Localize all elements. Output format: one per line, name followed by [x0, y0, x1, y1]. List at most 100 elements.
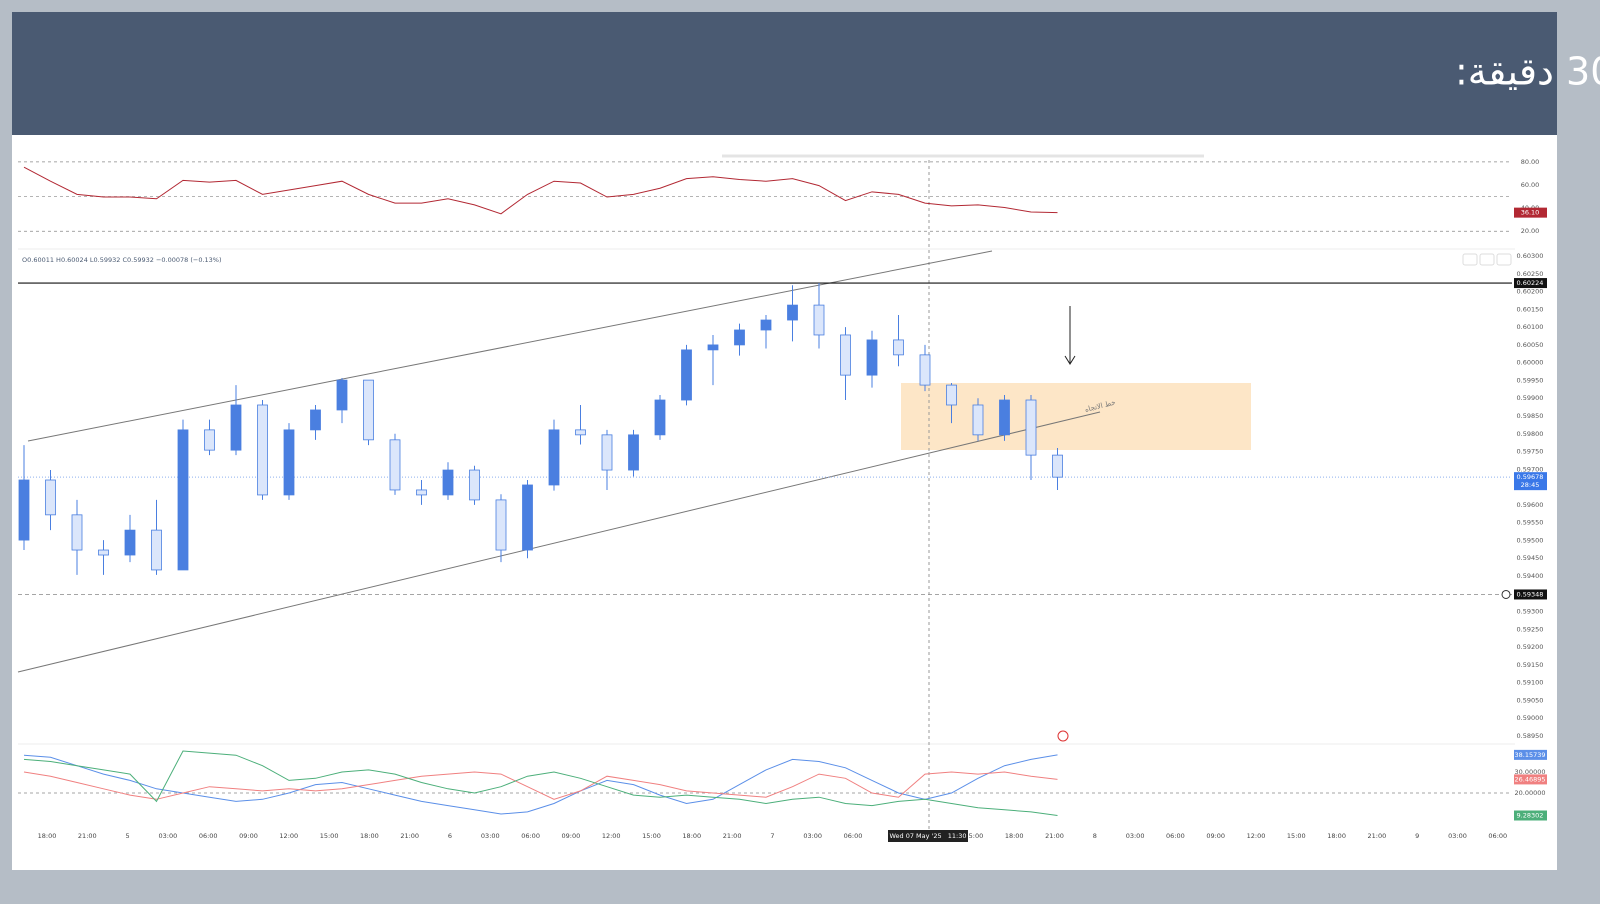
x-tick-label: 9	[1415, 832, 1419, 840]
candle-body	[45, 479, 56, 516]
ohlc-header: O0.60011 H0.60024 L0.59932 C0.59932 −0.0…	[22, 256, 222, 264]
candle-body	[495, 499, 507, 551]
x-tick-label: 09:00	[562, 832, 581, 840]
x-tick-label: 03:00	[159, 832, 178, 840]
candle-body	[151, 529, 162, 571]
candle-body	[654, 399, 666, 436]
candle-body	[628, 434, 639, 471]
y-tick-label: 0.59200	[1517, 643, 1544, 651]
candle-body	[707, 344, 719, 351]
x-tick-label: 7	[770, 832, 774, 840]
y-tick-label: 0.59900	[1517, 394, 1544, 402]
y-tick-label: 0.60000	[1517, 359, 1544, 367]
price-badge-label: 26.46895	[1514, 775, 1545, 783]
y-tick-label: 0.59500	[1517, 536, 1544, 544]
y-tick-label: 0.60250	[1517, 270, 1544, 278]
x-tick-label: 06:00	[1488, 832, 1507, 840]
x-tick-label: 21:00	[723, 832, 742, 840]
x-tick-label: 15:00	[1287, 832, 1306, 840]
candle-body	[98, 549, 109, 556]
candle-body	[575, 429, 586, 436]
x-tick-label: 21:00	[1368, 832, 1387, 840]
y-tick-label: 0.59450	[1517, 554, 1544, 562]
x-tick-label: 09:00	[239, 832, 258, 840]
x-tick-label: 21:00	[78, 832, 97, 840]
candle-body	[787, 304, 798, 321]
y-tick-label: 0.59750	[1517, 448, 1544, 456]
x-tick-label: 03:00	[1126, 832, 1145, 840]
candle-body	[310, 409, 321, 431]
y-tick-label: 0.59000	[1517, 714, 1544, 722]
price-badge	[1514, 810, 1547, 821]
candle-body	[416, 489, 427, 496]
x-tick-label: 18:00	[1327, 832, 1346, 840]
candle-body	[18, 479, 30, 541]
x-tick-label: 06:00	[1166, 832, 1185, 840]
candle-body	[522, 484, 533, 551]
y-tick-label: 60.00	[1521, 181, 1540, 189]
candle-body	[442, 469, 454, 496]
y-tick-label: 80.00	[1521, 158, 1540, 166]
y-tick-label: 0.59100	[1517, 679, 1544, 687]
x-tick-label: 15:00	[642, 832, 661, 840]
y-tick-label: 20.00	[1521, 227, 1540, 235]
x-tick-label: 06:00	[844, 832, 863, 840]
arrow-head	[1064, 355, 1076, 365]
toolbar	[1462, 253, 1512, 266]
x-tick-label: 21:00	[1045, 832, 1064, 840]
y-tick-label: 0.60200	[1517, 288, 1544, 296]
candle-body	[813, 304, 825, 336]
y-tick-label: 0.59250	[1517, 625, 1544, 633]
x-tick-label: 06:00	[521, 832, 540, 840]
candle-body	[919, 354, 931, 386]
candle-body	[71, 514, 83, 551]
crosshair-label-bg	[888, 830, 968, 842]
x-tick-label: 06:00	[199, 832, 218, 840]
series-line	[23, 771, 1058, 800]
candle-body	[177, 429, 189, 571]
countdown: 28:45	[1521, 481, 1540, 489]
x-tick-label: 18:00	[38, 832, 57, 840]
x-tick-label: 12:00	[602, 832, 621, 840]
candle-body	[840, 334, 851, 376]
candle-body	[230, 404, 242, 451]
series-line	[23, 166, 1058, 215]
y-tick-label: 0.60100	[1517, 323, 1544, 331]
candle-body	[893, 339, 904, 356]
zone	[901, 383, 1251, 450]
x-tick-label: 12:00	[279, 832, 298, 840]
button[interactable]	[1479, 253, 1495, 266]
x-tick-label: 18:00	[360, 832, 379, 840]
y-tick-label: 0.59950	[1517, 376, 1544, 384]
price-badge-label: 0.59678	[1517, 473, 1544, 481]
price-badge	[1514, 472, 1547, 491]
chart-area	[12, 135, 1557, 870]
x-tick-label: 21:00	[400, 832, 419, 840]
candle-body	[760, 319, 772, 331]
y-tick-label: 0.59700	[1517, 465, 1544, 473]
candle-body	[601, 434, 613, 471]
candle-body	[1052, 454, 1063, 478]
series-line	[23, 754, 1058, 815]
crosshair-label: Wed 07 May '25 11:30	[889, 832, 966, 840]
x-tick-label: 6	[448, 832, 452, 840]
y-tick-label: 0.59400	[1517, 572, 1544, 580]
y-tick-label: 0.59550	[1517, 519, 1544, 527]
candle-body	[204, 429, 215, 451]
price-badge-label: 9.28302	[1517, 812, 1544, 820]
candle-body	[999, 399, 1010, 436]
candle-body	[972, 404, 984, 436]
price-badge-label: 38.15739	[1514, 751, 1545, 759]
event-icon[interactable]	[1057, 730, 1069, 742]
price-badge	[1514, 207, 1547, 218]
x-tick-label: 5	[126, 832, 130, 840]
button[interactable]	[1462, 253, 1478, 266]
x-tick-label: 15:00	[965, 832, 984, 840]
y-tick-label: 0.59850	[1517, 412, 1544, 420]
x-tick-label: 03:00	[481, 832, 500, 840]
button[interactable]	[1496, 253, 1512, 266]
candle-body	[946, 384, 957, 406]
y-tick-label: 0.60150	[1517, 305, 1544, 313]
